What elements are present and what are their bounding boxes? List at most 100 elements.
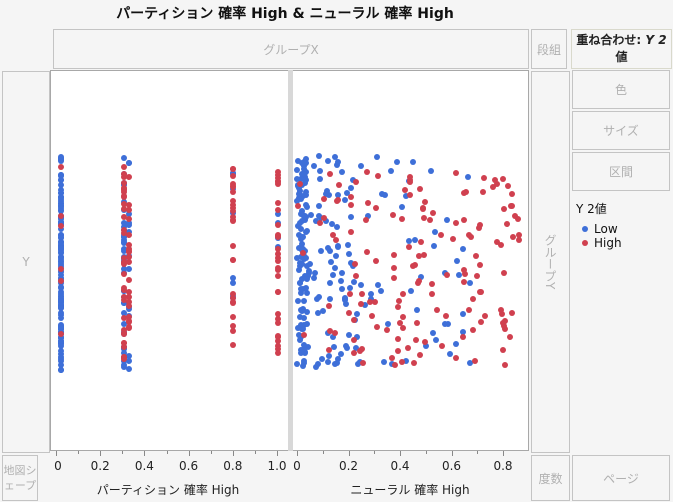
point-low <box>332 252 339 259</box>
point-high <box>58 266 64 273</box>
point-high <box>121 284 127 291</box>
point-high <box>409 262 416 269</box>
point-low <box>126 366 132 373</box>
point-high <box>348 193 355 200</box>
point-high <box>275 221 281 228</box>
point-high <box>501 361 508 368</box>
group-y-dropzone[interactable]: グループY <box>531 71 570 453</box>
point-low <box>331 154 338 161</box>
point-high <box>428 291 435 298</box>
point-low <box>275 210 281 217</box>
point-high <box>375 172 382 179</box>
point-high <box>350 316 357 323</box>
point-high <box>346 290 353 297</box>
wrap-dropzone[interactable]: 段組 <box>531 29 567 69</box>
overlay-dropzone[interactable]: 重ね合わせ: Y 2 値 <box>571 29 672 69</box>
legend-label-low: Low <box>594 222 618 236</box>
interval-label: 区間 <box>608 165 633 179</box>
point-low <box>58 245 64 252</box>
point-high <box>121 327 127 334</box>
freq-dropzone[interactable]: 度数 <box>531 455 570 501</box>
point-low <box>294 167 301 174</box>
group-y-label: グループY <box>543 234 557 290</box>
point-high <box>461 216 468 223</box>
point-high <box>351 261 358 268</box>
point-low <box>303 262 310 269</box>
x-tick <box>400 451 401 456</box>
overlay-label: 重ね合わせ: <box>576 33 642 47</box>
point-high <box>121 185 127 192</box>
point-high <box>357 301 364 308</box>
group-x-dropzone[interactable]: グループX <box>53 29 529 69</box>
panel-divider <box>288 70 294 451</box>
point-high <box>390 265 397 272</box>
point-low <box>315 361 322 368</box>
point-low <box>121 265 127 272</box>
point-low <box>298 307 305 314</box>
point-low <box>298 218 305 225</box>
interval-dropzone[interactable]: 区間 <box>572 152 670 191</box>
point-low <box>58 323 64 330</box>
point-low <box>326 352 333 359</box>
point-low <box>342 300 349 307</box>
point-high <box>351 350 357 357</box>
point-high <box>392 362 399 369</box>
point-high <box>275 315 281 322</box>
point-low <box>402 357 409 364</box>
point-low <box>328 259 335 266</box>
point-low <box>305 267 312 274</box>
legend-title: Y 2値 <box>576 202 607 216</box>
point-high <box>369 312 376 319</box>
point-low <box>315 310 322 317</box>
point-high <box>443 271 450 278</box>
point-low <box>305 344 312 351</box>
point-low <box>334 161 341 168</box>
point-high <box>121 270 127 277</box>
map-shape-dropzone[interactable]: 地図シェープ <box>2 455 38 501</box>
point-low <box>58 305 64 312</box>
point-high <box>126 302 132 309</box>
plot-panel-neural[interactable] <box>293 70 529 451</box>
point-high <box>494 181 501 188</box>
point-low <box>317 248 324 255</box>
point-high <box>126 277 132 284</box>
point-low <box>58 171 64 178</box>
point-high <box>126 174 132 181</box>
point-low <box>330 333 337 340</box>
page-dropzone[interactable]: ページ <box>572 455 670 501</box>
point-high <box>492 177 499 184</box>
point-low <box>303 155 310 162</box>
point-high <box>329 232 336 239</box>
point-high <box>230 201 236 208</box>
point-low <box>347 184 354 191</box>
y-dropzone[interactable]: Y <box>2 71 50 453</box>
point-low <box>302 160 309 167</box>
point-low <box>300 170 307 177</box>
point-high <box>509 191 516 198</box>
point-high <box>230 173 236 180</box>
legend-item-low[interactable]: Low <box>582 222 618 236</box>
size-dropzone[interactable]: サイズ <box>572 111 670 150</box>
point-high <box>316 219 323 226</box>
point-low <box>456 271 463 278</box>
point-high <box>275 342 281 349</box>
point-high <box>391 251 398 258</box>
x-minor-tick <box>425 451 427 454</box>
point-high <box>58 330 64 337</box>
point-low <box>126 266 132 272</box>
point-high <box>356 348 363 355</box>
point-high <box>405 244 412 251</box>
point-high <box>121 179 127 186</box>
point-high <box>345 309 352 316</box>
color-dropzone[interactable]: 色 <box>572 70 670 109</box>
point-high <box>421 199 428 206</box>
point-low <box>367 295 374 302</box>
point-low <box>298 208 305 215</box>
plot-panel-partition[interactable] <box>50 70 290 451</box>
x-minor-tick <box>322 451 324 454</box>
legend-item-high[interactable]: High <box>582 236 622 250</box>
wrap-label: 段組 <box>536 42 561 57</box>
point-low <box>296 313 303 320</box>
point-high <box>406 191 413 198</box>
point-high <box>390 275 397 282</box>
